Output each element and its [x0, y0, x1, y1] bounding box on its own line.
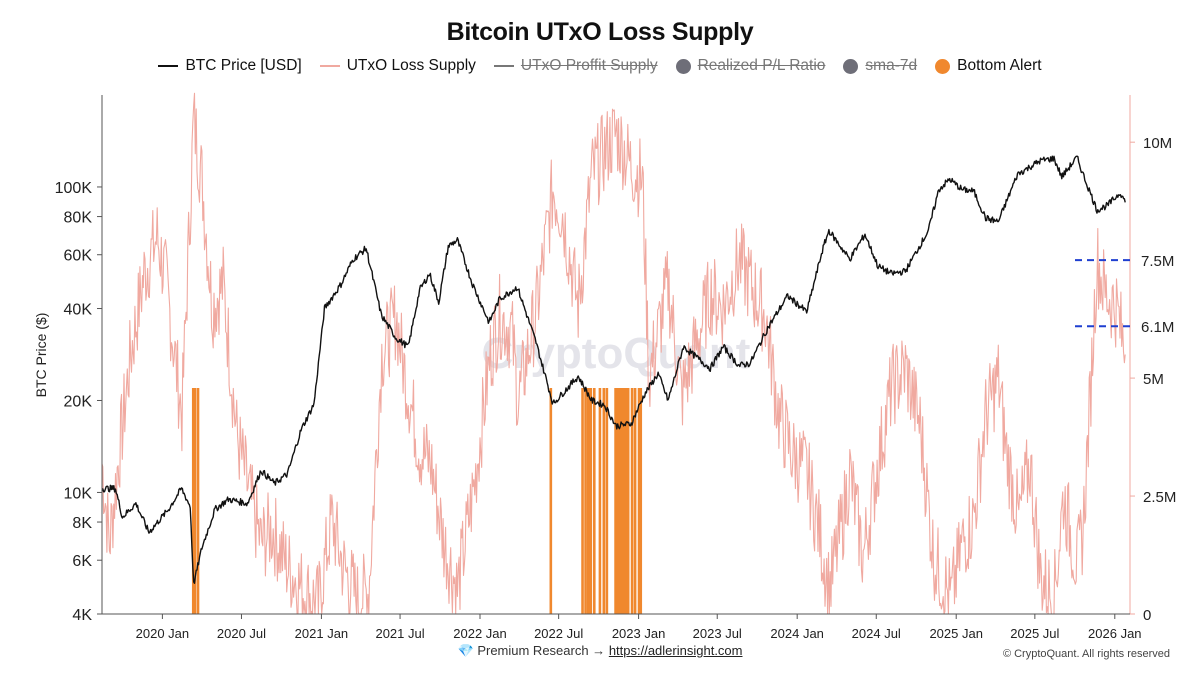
bottom-alert-bar: [618, 388, 621, 614]
bottom-alert-bar: [193, 388, 197, 614]
btc-price-line: [101, 155, 1126, 584]
x-tick-label: 2026 Jan: [1088, 626, 1142, 640]
x-tick-label: 2021 Jan: [295, 626, 349, 640]
reference-line-label: 7.5M: [1141, 253, 1174, 270]
y2-tick-label: 5M: [1143, 371, 1164, 388]
loss-supply-line: [101, 92, 1126, 615]
diamond-icon: 💎: [457, 643, 474, 658]
footer-research: 💎 Premium Research → https://adlerinsigh…: [0, 643, 1200, 659]
legend-swatch: [158, 65, 179, 67]
x-tick-label: 2025 Jul: [1010, 626, 1059, 640]
bottom-alert-bar: [584, 388, 587, 614]
x-tick-label: 2023 Jul: [693, 626, 742, 640]
x-tick-label: 2024 Jul: [852, 626, 901, 640]
y-tick-label: 80K: [64, 210, 93, 227]
bottom-alert-bar: [615, 388, 619, 614]
bottom-alert-bar: [196, 388, 200, 614]
bottom-alert-bar: [586, 388, 590, 614]
legend-label: BTC Price [USD]: [185, 57, 302, 74]
bottom-alert-bar: [581, 388, 584, 614]
bottom-alert-bar: [620, 388, 624, 614]
bottom-alert-bar: [626, 388, 630, 614]
bottom-alert-bar: [602, 388, 606, 614]
bottom-alert-bar: [622, 388, 625, 614]
legend-item-utxo-proffit-supply[interactable]: UTxO Proffit Supply: [493, 57, 658, 75]
legend-label: Bottom Alert: [957, 57, 1042, 74]
legend-label: UTxO Proffit Supply: [520, 57, 658, 74]
y2-tick-label: 0: [1143, 607, 1151, 624]
y-tick-label: 10K: [64, 485, 93, 502]
y-tick-label: 60K: [64, 248, 93, 265]
copyright-text: © CryptoQuant. All rights reserved: [1002, 648, 1170, 660]
legend-swatch: [493, 65, 514, 67]
x-tick-label: 2020 Jan: [136, 626, 190, 640]
bottom-alert-bar: [592, 388, 596, 614]
x-tick-label: 2022 Jul: [534, 626, 583, 640]
legend-swatch: [935, 58, 951, 74]
reference-line-label: 6.1M: [1141, 319, 1174, 336]
x-tick-label: 2024 Jan: [770, 626, 824, 640]
y-tick-label: 40K: [64, 302, 93, 319]
legend-item-sma-7d[interactable]: sma-7d: [843, 57, 917, 75]
y-tick-label: 8K: [72, 515, 92, 532]
bottom-alert-bar: [623, 388, 626, 614]
legend-item-realized-p-l-ratio[interactable]: Realized P/L Ratio: [675, 57, 826, 75]
bottom-alert-bar: [625, 388, 628, 614]
legend-swatch: [675, 58, 691, 74]
y-axis-label: BTC Price ($): [33, 313, 49, 398]
legend-item-bottom-alert[interactable]: Bottom Alert: [935, 57, 1042, 75]
x-tick-label: 2021 Jul: [375, 626, 424, 640]
y-tick-label: 100K: [55, 180, 93, 197]
chart-title: Bitcoin UTxO Loss Supply: [446, 18, 754, 46]
bottom-alert-bar: [630, 388, 634, 614]
bottom-alert-bar: [549, 388, 553, 614]
x-tick-label: 2023 Jan: [612, 626, 666, 640]
bottom-alert-bar: [589, 388, 593, 614]
legend-label: sma-7d: [865, 57, 918, 74]
bottom-alert-bar: [616, 388, 620, 614]
chart-legend: BTC Price [USD] UTxO Loss Supply UTxO Prof…: [0, 57, 1200, 75]
y-tick-label: 4K: [72, 607, 92, 624]
chart-plot: CryptoQuant4K6K8K10K20K40K60K80K100KBTC …: [33, 92, 1176, 640]
legend-swatch: [319, 65, 340, 67]
y2-tick-label: 10M: [1143, 135, 1172, 152]
bottom-alert-bar: [605, 388, 609, 614]
legend-item-utxo-loss-supply[interactable]: UTxO Loss Supply: [319, 57, 476, 75]
research-link[interactable]: https://adlerinsight.com: [608, 643, 743, 658]
x-tick-label: 2025 Jan: [929, 626, 983, 640]
bottom-alert-bar: [619, 388, 623, 614]
bottom-alert-bar: [633, 388, 637, 614]
x-tick-label: 2020 Jul: [217, 626, 266, 640]
y2-tick-label: 2.5M: [1143, 489, 1176, 506]
y-tick-label: 20K: [64, 393, 93, 410]
legend-swatch: [843, 58, 859, 74]
research-label: Premium Research →: [477, 643, 606, 658]
legend-label: Realized P/L Ratio: [697, 57, 826, 74]
bottom-alert-bar: [637, 388, 641, 614]
bottom-alert-bar: [614, 388, 617, 614]
bottom-alert-bar: [639, 388, 643, 614]
legend-label: UTxO Loss Supply: [346, 57, 476, 74]
x-tick-label: 2022 Jan: [453, 626, 507, 640]
y-tick-label: 6K: [72, 553, 92, 570]
bottom-alert-bar: [598, 388, 602, 614]
legend-item-btc-price-usd[interactable]: BTC Price [USD]: [158, 57, 302, 75]
